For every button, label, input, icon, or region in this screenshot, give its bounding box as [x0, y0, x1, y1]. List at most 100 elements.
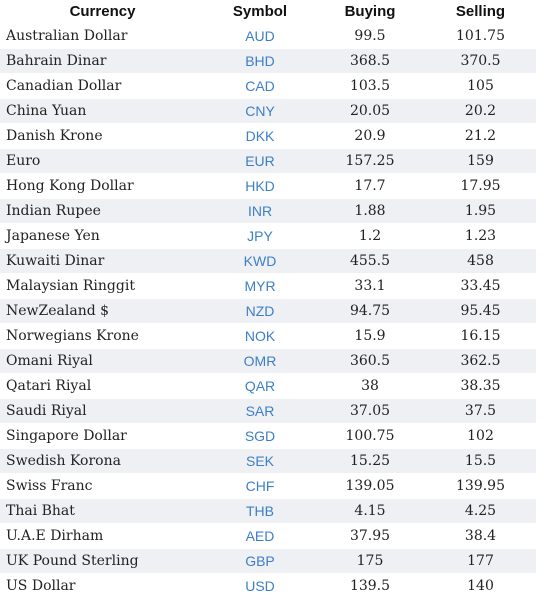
- currency-name-cell: Saudi Riyal: [0, 399, 205, 424]
- currency-symbol-link[interactable]: JPY: [205, 224, 315, 249]
- buying-rate-cell: 20.05: [315, 99, 425, 124]
- currency-symbol-link[interactable]: SAR: [205, 399, 315, 424]
- buying-rate-cell: 1.2: [315, 224, 425, 249]
- buying-rate-cell: 94.75: [315, 299, 425, 324]
- currency-name-cell: Swiss Franc: [0, 474, 205, 499]
- buying-rate-cell: 33.1: [315, 274, 425, 299]
- selling-rate-cell: 95.45: [425, 299, 536, 324]
- currency-symbol-link[interactable]: NZD: [205, 299, 315, 324]
- currency-symbol-link[interactable]: USD: [205, 574, 315, 598]
- selling-rate-cell: 159: [425, 149, 536, 174]
- currency-symbol-link[interactable]: EUR: [205, 149, 315, 174]
- selling-rate-cell: 140: [425, 574, 536, 598]
- currency-symbol-link[interactable]: INR: [205, 199, 315, 224]
- currency-symbol-link[interactable]: CNY: [205, 99, 315, 124]
- selling-rate-cell: 4.25: [425, 499, 536, 524]
- currency-name-cell: Indian Rupee: [0, 199, 205, 224]
- selling-rate-cell: 21.2: [425, 124, 536, 149]
- currency-symbol-link[interactable]: QAR: [205, 374, 315, 399]
- currency-column-header: Currency: [0, 0, 205, 24]
- currency-name-cell: Japanese Yen: [0, 224, 205, 249]
- currency-name-cell: Hong Kong Dollar: [0, 174, 205, 199]
- currency-symbol-link[interactable]: MYR: [205, 274, 315, 299]
- currency-symbol-link[interactable]: DKK: [205, 124, 315, 149]
- buying-rate-cell: 175: [315, 549, 425, 574]
- selling-rate-cell: 20.2: [425, 99, 536, 124]
- currency-symbol-link[interactable]: AUD: [205, 24, 315, 49]
- buying-rate-cell: 455.5: [315, 249, 425, 274]
- currency-symbol-link[interactable]: CAD: [205, 74, 315, 99]
- selling-rate-cell: 1.95: [425, 199, 536, 224]
- buying-rate-cell: 38: [315, 374, 425, 399]
- buying-column-header: Buying: [315, 0, 425, 24]
- selling-rate-cell: 15.5: [425, 449, 536, 474]
- currency-name-cell: China Yuan: [0, 99, 205, 124]
- selling-rate-cell: 101.75: [425, 24, 536, 49]
- selling-rate-cell: 16.15: [425, 324, 536, 349]
- currency-name-cell: Euro: [0, 149, 205, 174]
- symbol-column-header: Symbol: [205, 0, 315, 24]
- selling-rate-cell: 362.5: [425, 349, 536, 374]
- currency-name-cell: UK Pound Sterling: [0, 549, 205, 574]
- currency-symbol-link[interactable]: THB: [205, 499, 315, 524]
- currency-name-cell: Swedish Korona: [0, 449, 205, 474]
- selling-rate-cell: 105: [425, 74, 536, 99]
- selling-rate-cell: 102: [425, 424, 536, 449]
- currency-symbol-link[interactable]: NOK: [205, 324, 315, 349]
- currency-symbol-link[interactable]: KWD: [205, 249, 315, 274]
- currency-name-cell: Kuwaiti Dinar: [0, 249, 205, 274]
- buying-rate-cell: 157.25: [315, 149, 425, 174]
- selling-rate-cell: 17.95: [425, 174, 536, 199]
- selling-rate-cell: 37.5: [425, 399, 536, 424]
- currency-name-cell: Australian Dollar: [0, 24, 205, 49]
- buying-rate-cell: 15.9: [315, 324, 425, 349]
- currency-name-cell: U.A.E Dirham: [0, 524, 205, 549]
- currency-name-cell: Malaysian Ringgit: [0, 274, 205, 299]
- currency-name-cell: Thai Bhat: [0, 499, 205, 524]
- currency-symbol-link[interactable]: AED: [205, 524, 315, 549]
- currency-symbol-link[interactable]: CHF: [205, 474, 315, 499]
- currency-symbol-link[interactable]: HKD: [205, 174, 315, 199]
- buying-rate-cell: 100.75: [315, 424, 425, 449]
- selling-rate-cell: 458: [425, 249, 536, 274]
- buying-rate-cell: 139.05: [315, 474, 425, 499]
- buying-rate-cell: 20.9: [315, 124, 425, 149]
- selling-column-header: Selling: [425, 0, 536, 24]
- buying-rate-cell: 1.88: [315, 199, 425, 224]
- currency-symbol-link[interactable]: SGD: [205, 424, 315, 449]
- currency-symbol-link[interactable]: BHD: [205, 49, 315, 74]
- selling-rate-cell: 33.45: [425, 274, 536, 299]
- buying-rate-cell: 4.15: [315, 499, 425, 524]
- buying-rate-cell: 17.7: [315, 174, 425, 199]
- currency-symbol-link[interactable]: GBP: [205, 549, 315, 574]
- currency-symbol-link[interactable]: OMR: [205, 349, 315, 374]
- buying-rate-cell: 103.5: [315, 74, 425, 99]
- buying-rate-cell: 360.5: [315, 349, 425, 374]
- selling-rate-cell: 370.5: [425, 49, 536, 74]
- currency-name-cell: Norwegians Krone: [0, 324, 205, 349]
- currency-name-cell: Bahrain Dinar: [0, 49, 205, 74]
- currency-name-cell: NewZealand $: [0, 299, 205, 324]
- currency-symbol-link[interactable]: SEK: [205, 449, 315, 474]
